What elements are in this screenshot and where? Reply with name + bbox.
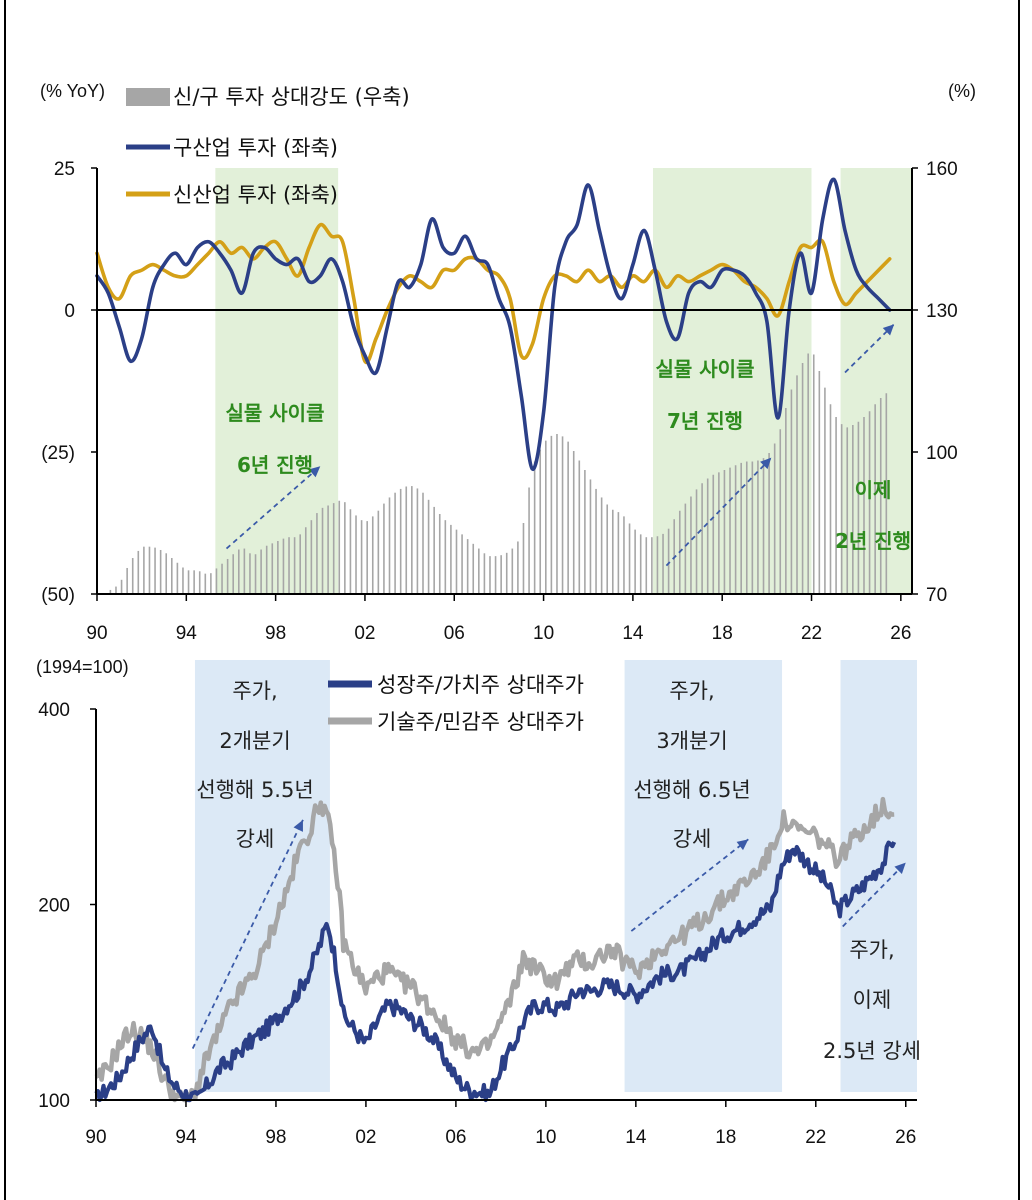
- shaded-period: [652, 168, 812, 594]
- top-left-axis-unit: (% YoY): [40, 81, 105, 101]
- annotation-line: 2년 진행: [835, 529, 911, 553]
- annotation-line: 실물 사이클: [226, 401, 325, 425]
- series-line-tech-cyclical: [94, 796, 895, 1103]
- right-tick-label: 160: [926, 159, 958, 180]
- trend-arrow-head: [736, 839, 749, 851]
- x-tick-label: 18: [715, 1127, 736, 1148]
- legend-label-relative-strength: 신/구 투자 상대강도 (우축): [173, 85, 410, 109]
- trend-arrow-line: [191, 819, 304, 1049]
- trend-arrow-line: [842, 862, 907, 928]
- top-axes: 25 0 (25) (50) 160 130 100 70 90 94 98 02 06 10 14 18 22…: [41, 159, 958, 644]
- top-annotation-cycle-2y: 이제 2년 진행: [835, 478, 911, 553]
- annotation-line: 6년 진행: [237, 453, 313, 477]
- top-annotation-cycle-7y: 실물 사이클 7년 진행: [656, 357, 755, 433]
- trend-arrow-line: [225, 465, 321, 550]
- annotation-line: 주가,: [849, 938, 894, 962]
- annotation-line: 주가,: [232, 679, 277, 703]
- shaded-period: [840, 660, 917, 1092]
- shaded-period: [215, 168, 339, 594]
- x-tick-label: 02: [355, 1127, 376, 1148]
- x-tick-label: 90: [85, 1127, 106, 1148]
- x-tick-label: 14: [625, 1127, 647, 1148]
- bottom-axes: 400 200 100 90 94 98 02 06 10 14 18 22 26: [38, 700, 917, 1148]
- bottom-legend: 성장주/가치주 상대주가 기술주/민감주 상대주가: [328, 673, 584, 734]
- bottom-trend-arrows: [191, 819, 907, 1049]
- top-bar-series: [104, 353, 888, 594]
- x-tick-label: 98: [265, 623, 286, 644]
- annotation-line: 선행해 5.5년: [196, 778, 313, 802]
- top-trend-arrows: [225, 323, 895, 567]
- left-tick-label: 0: [64, 301, 75, 322]
- trend-arrow-line: [665, 457, 772, 567]
- x-tick-label: 02: [354, 623, 375, 644]
- bottom-annotation-first: 주가, 2개분기 선행해 5.5년 강세: [196, 679, 313, 851]
- bottom-axis-unit: (1994=100): [36, 657, 129, 677]
- annotation-line: 강세: [236, 827, 275, 851]
- trend-arrow-head: [293, 819, 303, 832]
- trend-arrow-head: [760, 457, 772, 470]
- trend-arrow-head: [882, 324, 895, 336]
- annotation-line: 실물 사이클: [656, 357, 755, 381]
- right-tick-label: 130: [926, 301, 958, 322]
- shaded-period: [194, 660, 330, 1092]
- x-tick-label: 22: [805, 1127, 826, 1148]
- x-tick-label: 94: [176, 623, 198, 644]
- annotation-line: 주가,: [669, 679, 714, 703]
- top-annotation-cycle-6y: 실물 사이클 6년 진행: [226, 401, 325, 477]
- series-line-old-industry: [95, 177, 892, 471]
- y-tick-label: 200: [38, 896, 70, 917]
- bottom-annotation-second: 주가, 3개분기 선행해 6.5년 강세: [633, 679, 750, 851]
- top-right-axis-unit: (%): [948, 81, 976, 101]
- x-tick-label: 10: [535, 1127, 556, 1148]
- legend-label-growth-value: 성장주/가치주 상대주가: [377, 673, 584, 697]
- trend-arrow-head: [894, 862, 906, 874]
- x-tick-label: 10: [533, 623, 554, 644]
- trend-arrow-head: [308, 466, 321, 478]
- x-tick-label: 06: [444, 623, 465, 644]
- trend-arrow-line: [630, 838, 749, 932]
- trend-arrow-line: [844, 323, 895, 374]
- y-tick-label: 100: [38, 1091, 70, 1112]
- bottom-annotation-third: 주가, 이제 2.5년 강세: [823, 938, 921, 1063]
- annotation-line: 선행해 6.5년: [633, 778, 750, 802]
- x-tick-label: 14: [622, 623, 644, 644]
- x-tick-label: 98: [265, 1127, 286, 1148]
- y-tick-label: 400: [38, 700, 70, 721]
- x-tick-label: 26: [895, 1127, 916, 1148]
- x-tick-label: 90: [86, 623, 107, 644]
- annotation-line: 이제: [855, 478, 892, 502]
- annotation-line: 7년 진행: [667, 409, 743, 433]
- legend-label-old-industry: 구산업 투자 (좌축): [173, 136, 338, 160]
- annotation-line: 강세: [673, 827, 712, 851]
- annotation-line: 이제: [853, 988, 892, 1012]
- right-tick-label: 100: [926, 443, 958, 464]
- annotation-line: 2개분기: [219, 729, 290, 753]
- top-legend: 신/구 투자 상대강도 (우축) 구산업 투자 (좌축) 신산업 투자 (좌축): [126, 85, 410, 207]
- left-tick-label: 25: [54, 159, 75, 180]
- legend-label-tech-cyclical: 기술주/민감주 상대주가: [377, 710, 584, 734]
- top-line-series: [95, 177, 892, 471]
- top-shaded-periods: [215, 168, 912, 594]
- left-tick-label: (25): [41, 443, 75, 464]
- bottom-line-series: [94, 796, 897, 1103]
- x-tick-label: 18: [712, 623, 733, 644]
- bottom-shaded-periods: [194, 660, 917, 1092]
- annotation-line: 2.5년 강세: [823, 1039, 921, 1063]
- legend-label-new-industry: 신산업 투자 (좌축): [173, 183, 338, 207]
- x-tick-label: 06: [445, 1127, 466, 1148]
- right-tick-label: 70: [926, 585, 947, 606]
- x-tick-label: 22: [801, 623, 822, 644]
- x-tick-label: 94: [175, 1127, 197, 1148]
- annotation-line: 3개분기: [656, 729, 727, 753]
- legend-swatch-bar: [126, 88, 170, 106]
- left-tick-label: (50): [41, 585, 75, 606]
- series-line-growth-value: [94, 840, 897, 1103]
- series-line-new-industry: [95, 222, 892, 365]
- x-tick-label: 26: [890, 623, 911, 644]
